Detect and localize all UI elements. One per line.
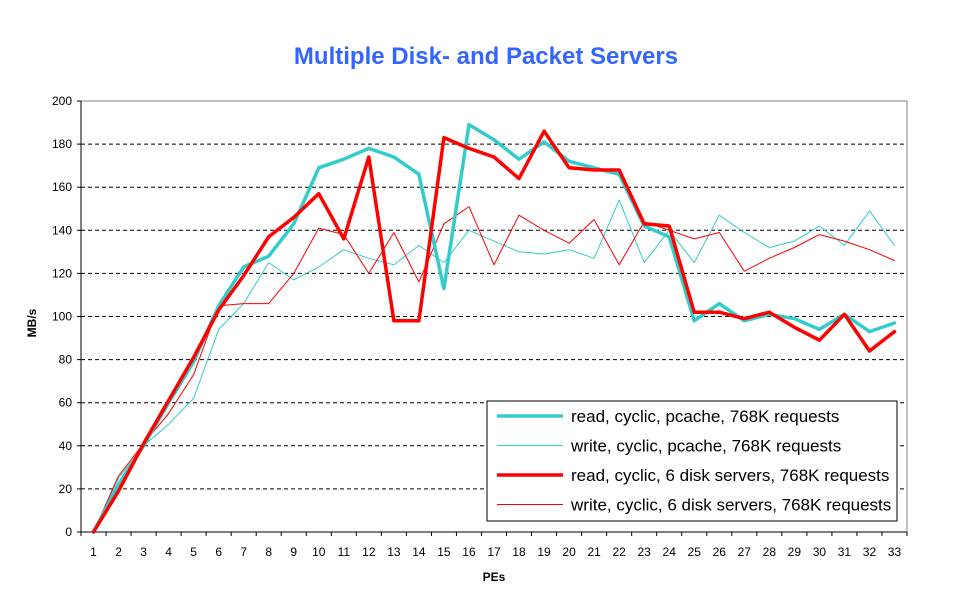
x-tick-label: 8: [265, 545, 272, 559]
legend-entry: write, cyclic, 6 disk servers, 768K requ…: [570, 496, 891, 515]
y-tick-label: 0: [65, 525, 72, 539]
x-tick-label: 33: [888, 545, 902, 559]
series-line: [93, 206, 895, 533]
x-tick-label: 6: [215, 545, 222, 559]
y-axis-label: MB/s: [25, 308, 39, 337]
x-tick-label: 26: [713, 545, 727, 559]
x-tick-label: 9: [290, 545, 297, 559]
x-tick-label: 22: [612, 545, 626, 559]
series-line: [93, 199, 895, 533]
x-tick-label: 5: [190, 545, 197, 559]
x-tick-label: 10: [312, 545, 326, 559]
y-axis: 0 20 40 60 80 100 120 140 160 180 200: [52, 94, 81, 539]
x-tick-label: 4: [165, 545, 172, 559]
x-tick-label: 31: [838, 545, 852, 559]
x-tick-label: 21: [587, 545, 601, 559]
y-tick-label: 100: [52, 310, 72, 324]
x-tick-label: 7: [240, 545, 247, 559]
x-tick-label: 3: [140, 545, 147, 559]
x-tick-label: 12: [362, 545, 376, 559]
y-tick-label: 60: [59, 396, 73, 410]
x-tick-label: 29: [788, 545, 802, 559]
series-lines: [91, 122, 897, 534]
legend-box: [486, 400, 898, 522]
x-tick-label: 1: [90, 545, 97, 559]
x-tick-label: 24: [663, 545, 677, 559]
x-tick-label: 30: [813, 545, 827, 559]
series-line: [91, 122, 897, 534]
legend: read, cyclic, pcache, 768K requests write…: [486, 400, 898, 522]
legend-entry: read, cyclic, pcache, 768K requests: [571, 407, 839, 426]
x-tick-label: 32: [863, 545, 877, 559]
x-tick-label: 11: [338, 545, 351, 559]
legend-entry: read, cyclic, 6 disk servers, 768K reque…: [571, 466, 889, 485]
y-tick-label: 120: [52, 266, 72, 280]
x-axis-label: PEs: [483, 570, 506, 584]
y-tick-label: 20: [59, 482, 73, 496]
series-line: [91, 129, 897, 534]
x-tick-label: 27: [738, 545, 752, 559]
y-tick-label: 140: [52, 223, 72, 237]
legend-entry: write, cyclic, pcache, 768K requests: [570, 437, 841, 456]
chart-title: Multiple Disk- and Packet Servers: [294, 43, 678, 70]
y-tick-label: 160: [52, 180, 72, 194]
x-tick-label: 23: [638, 545, 652, 559]
x-tick-label: 20: [562, 545, 576, 559]
x-tick-label: 19: [537, 545, 551, 559]
x-tick-label: 25: [688, 545, 702, 559]
x-tick-label: 13: [387, 545, 401, 559]
x-tick-label: 14: [412, 545, 426, 559]
y-tick-label: 180: [52, 137, 72, 151]
x-tick-label: 18: [512, 545, 526, 559]
x-tick-label: 2: [115, 545, 122, 559]
x-tick-label: 17: [487, 545, 501, 559]
y-tick-label: 40: [59, 439, 73, 453]
y-tick-label: 80: [59, 353, 73, 367]
y-tick-label: 200: [52, 94, 72, 108]
x-axis: 1 2 3 4 5 6 7 8 9 10 11 12 13 14 15 16 17 18 19 20 21 22 23 24 2…: [80, 101, 908, 559]
x-tick-label: 28: [763, 545, 777, 559]
x-tick-label: 15: [437, 545, 451, 559]
x-tick-label: 16: [462, 545, 476, 559]
